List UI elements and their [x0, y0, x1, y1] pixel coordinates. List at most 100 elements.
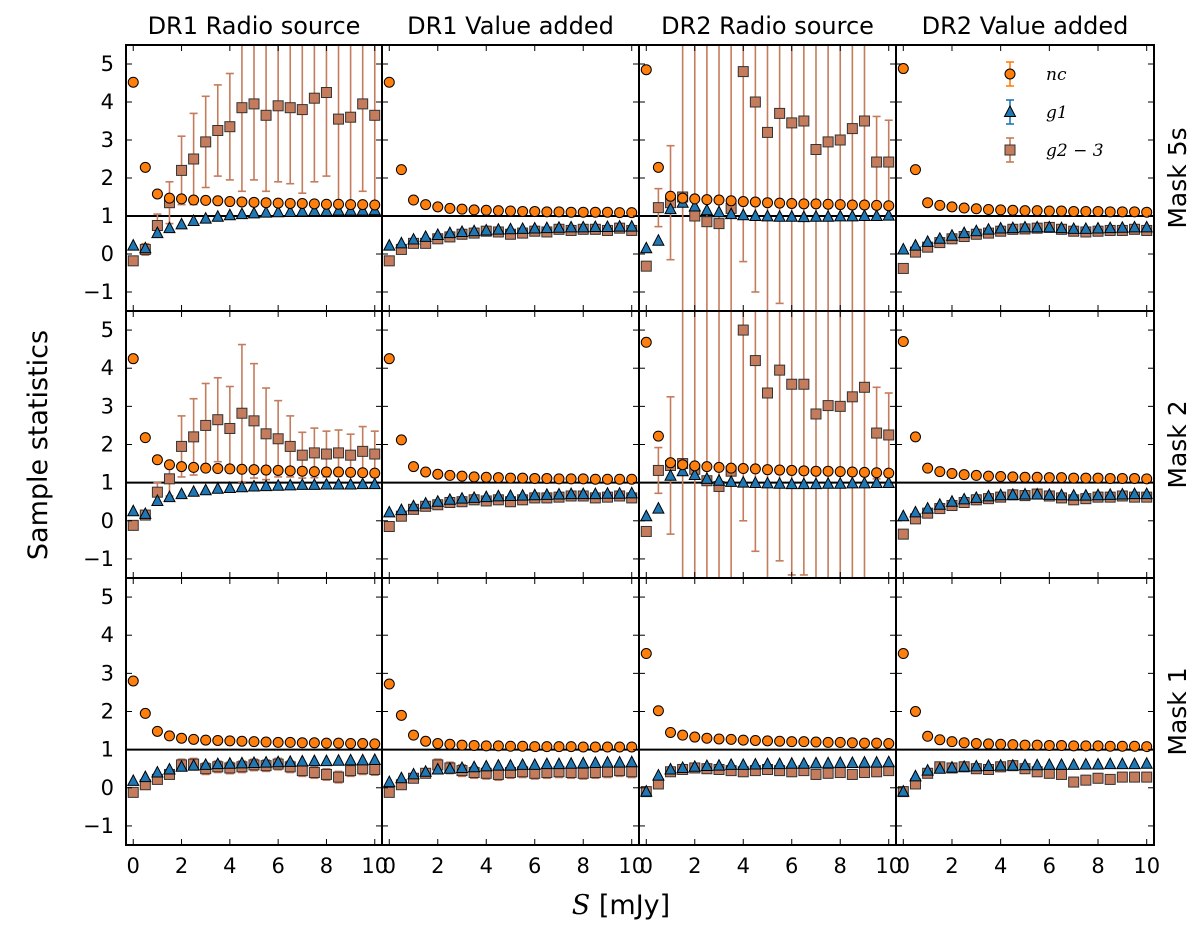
nc-point	[883, 200, 895, 212]
g1-point	[467, 224, 481, 237]
g2-point	[296, 765, 308, 777]
g1-point	[846, 476, 859, 489]
g1-point	[921, 234, 934, 247]
nc-point	[810, 198, 822, 210]
g1-point	[688, 467, 702, 481]
g2-errorbar	[751, 45, 760, 293]
g1-point	[664, 762, 677, 775]
nc-point	[1141, 473, 1153, 485]
nc-point	[995, 738, 1007, 750]
nc-point	[345, 466, 357, 478]
nc-point	[1043, 205, 1055, 217]
g1-point	[295, 754, 309, 767]
g1-point	[945, 760, 959, 773]
nc-point	[357, 199, 369, 211]
g1-point	[785, 209, 799, 222]
g2-point	[1092, 772, 1104, 784]
nc-point	[151, 188, 163, 200]
nc-point	[1116, 472, 1128, 484]
g2-point	[320, 448, 332, 460]
g2-point	[236, 102, 248, 114]
g2-point	[369, 448, 381, 460]
nc-point	[665, 726, 677, 738]
g1-point	[639, 784, 653, 797]
panel-content	[126, 343, 382, 531]
nc-point	[922, 197, 934, 209]
g1-point	[175, 759, 188, 772]
g1-point	[564, 220, 578, 233]
g2-point	[224, 121, 236, 133]
nc-point	[982, 204, 994, 216]
g1-point	[308, 477, 321, 490]
nc-point	[408, 194, 420, 206]
g1-point	[969, 759, 983, 772]
nc-point	[383, 353, 395, 365]
g1-point	[882, 755, 896, 768]
nc-point	[737, 196, 749, 208]
g1-point	[933, 761, 947, 774]
nc-point	[188, 194, 200, 206]
nc-point	[798, 465, 810, 477]
nc-point	[480, 740, 492, 752]
nc-point	[308, 737, 320, 749]
nc-point	[296, 465, 308, 477]
nc-point	[444, 738, 456, 750]
g2-point	[345, 449, 357, 461]
g1-point	[1030, 220, 1044, 233]
panel-frame	[638, 577, 897, 846]
g2-point	[897, 262, 909, 274]
g1-point	[1079, 488, 1093, 501]
nc-point	[444, 202, 456, 214]
y-tick-label: −1	[83, 814, 114, 838]
x-tick-label: 2	[431, 854, 444, 878]
nc-point	[665, 457, 677, 469]
legend-entry-nc: nc	[1004, 61, 1067, 87]
panel-mask-2-dr1-radio-source	[125, 310, 383, 579]
nc-point	[395, 434, 407, 446]
g1-point	[1030, 758, 1044, 771]
nc-point	[456, 739, 468, 751]
g1-point	[1006, 221, 1020, 234]
nc-point	[749, 196, 761, 208]
nc-point	[1129, 740, 1141, 752]
nc-point	[420, 466, 432, 478]
nc-point	[212, 195, 224, 207]
nc-point	[456, 203, 468, 215]
nc-point	[188, 461, 200, 473]
g1-point	[870, 475, 883, 489]
g2-point	[127, 786, 139, 798]
g1-point	[749, 757, 762, 770]
nc-point	[260, 464, 272, 476]
g1-point	[528, 757, 542, 770]
g1-point	[749, 208, 762, 221]
g1-point	[736, 208, 750, 221]
g1-point	[540, 757, 554, 770]
g1-point	[809, 209, 823, 222]
nc-point	[272, 736, 284, 748]
nc-point	[333, 198, 345, 210]
g1-point	[211, 757, 225, 770]
g1-point	[994, 221, 1007, 234]
g1-point	[467, 760, 481, 773]
g1-point	[308, 754, 321, 767]
g1-point	[909, 238, 922, 251]
nc-point	[565, 741, 577, 753]
g1-point	[455, 760, 469, 773]
g1-point	[1006, 487, 1020, 500]
g1-point	[395, 771, 408, 784]
g1-point	[896, 784, 910, 797]
nc-point	[127, 76, 139, 88]
g1-point	[528, 488, 542, 501]
nc-point	[139, 432, 151, 444]
g1-point	[625, 219, 639, 232]
g2-point	[871, 156, 883, 168]
g2-point	[577, 767, 589, 779]
g1-point	[1067, 221, 1081, 234]
g1-point	[821, 756, 835, 769]
panel-mask-1-dr1-radio-source	[125, 577, 383, 846]
nc-point	[810, 736, 822, 748]
g1-point	[419, 496, 432, 509]
nc-point	[1007, 471, 1019, 483]
x-tick-label: 4	[737, 854, 750, 878]
nc-point	[553, 473, 565, 485]
